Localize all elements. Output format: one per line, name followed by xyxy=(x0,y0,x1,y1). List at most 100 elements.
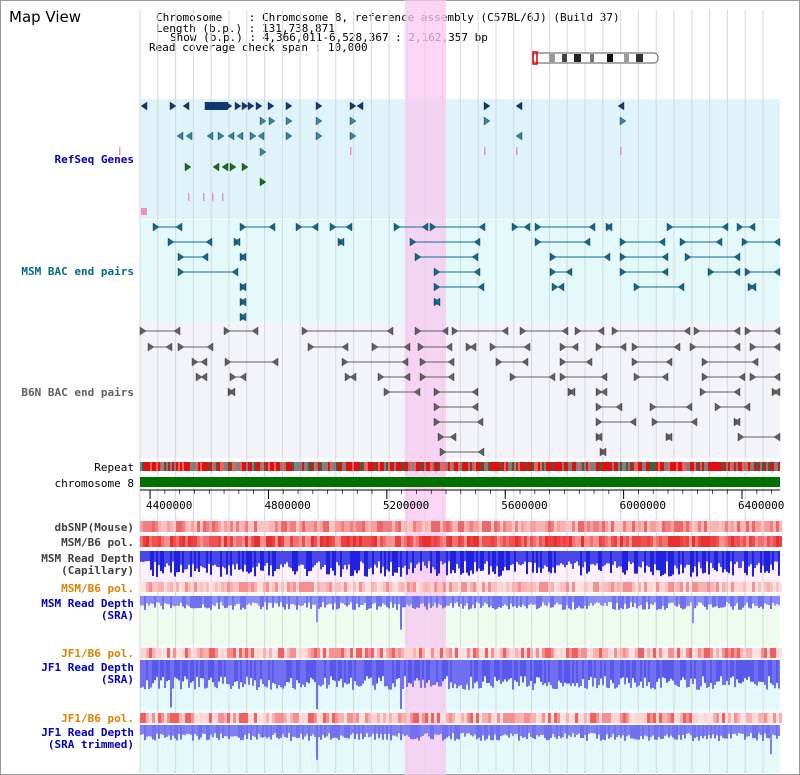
repeat-segment xyxy=(230,462,232,471)
msm-b6-pol-heat-cell xyxy=(686,536,689,547)
repeat-segment xyxy=(320,462,322,471)
msm-bac-pair-end-a xyxy=(239,222,247,232)
msm-sra-depth-bar xyxy=(372,596,374,605)
jf1-b6-pol-2-heat-cell xyxy=(320,713,323,723)
repeat-segment xyxy=(352,462,354,471)
msm-b6-pol-2-heat-cell xyxy=(716,582,719,592)
repeat-segment xyxy=(692,462,694,471)
track-label-repeat: Repeat xyxy=(94,461,134,474)
jf1-trim-depth-bar xyxy=(324,725,326,738)
jf1-sra-depth-bar xyxy=(630,660,632,688)
repeat-segment xyxy=(200,462,202,471)
msm-b6-pol-heat-cell xyxy=(734,536,737,547)
msm-capillary-depth-bar xyxy=(242,551,244,572)
msm-b6-pol-2-heat-cell xyxy=(353,582,356,592)
dbsnp-heat-cell xyxy=(707,521,710,532)
jf1-b6-pol-2-heat-cell xyxy=(524,713,527,723)
msm-b6-pol-heat-cell xyxy=(260,536,263,547)
msm-b6-pol-heat-cell xyxy=(410,536,413,547)
jf1-sra-depth-bar xyxy=(512,660,514,690)
msm-sra-depth-bar xyxy=(196,596,198,609)
dbsnp-heat-cell xyxy=(605,521,608,532)
jf1-b6-pol-2-heat-cell xyxy=(158,713,161,723)
jf1-trim-depth-bar xyxy=(582,725,584,739)
repeat-segment xyxy=(666,462,668,471)
msm-capillary-depth-bar xyxy=(740,551,742,568)
jf1-sra-depth-bar xyxy=(460,660,462,685)
jf1-trim-depth-bar xyxy=(384,725,386,734)
msm-sra-depth-bar xyxy=(306,596,308,608)
msm-capillary-depth-bar xyxy=(298,551,300,566)
dbsnp-heat-cell xyxy=(410,521,413,532)
jf1-sra-depth-bar xyxy=(710,660,712,683)
msm-sra-depth-bar xyxy=(580,596,582,609)
msm-capillary-depth-bar xyxy=(578,551,580,566)
dbsnp-heat-cell xyxy=(728,521,731,532)
msm-bac-pair-end-b xyxy=(268,222,276,232)
msm-b6-pol-2-heat-cell xyxy=(230,582,233,592)
track-label-b6n-bac[interactable]: B6N BAC end pairs xyxy=(21,386,134,399)
repeat-segment xyxy=(652,462,654,471)
msm-sra-depth-bar xyxy=(688,596,690,607)
jf1-trim-depth-bar xyxy=(174,725,176,739)
jf1-trim-depth-bar xyxy=(548,725,550,740)
jf1-trim-depth-bar xyxy=(722,725,724,738)
jf1-trim-depth-bar xyxy=(654,725,656,740)
jf1-sra-depth-bar xyxy=(746,660,748,680)
jf1-trim-depth-bar xyxy=(220,725,222,734)
b6n-bac-pair-end-b xyxy=(251,326,259,336)
msm-capillary-depth-bar xyxy=(540,551,542,573)
jf1-b6-pol-2-heat-cell xyxy=(521,713,524,723)
msm-sra-depth-bar xyxy=(684,596,686,609)
msm-capillary-depth-bar xyxy=(534,551,536,563)
b6n-bac-pair-end-a xyxy=(195,372,203,382)
b6n-bac-pair-end-b xyxy=(733,417,741,427)
jf1-b6-pol-heat-cell xyxy=(158,648,161,658)
msm-capillary-depth-bar xyxy=(342,551,344,570)
track-label-refseq[interactable]: RefSeq Genes xyxy=(54,153,134,166)
repeat-segment xyxy=(264,462,266,471)
jf1-trim-depth-bar xyxy=(304,725,306,737)
msm-b6-pol-heat-cell xyxy=(773,536,776,547)
b6n-bac-pair-end-a xyxy=(419,372,427,382)
jf1-trim-depth-bar xyxy=(268,725,270,737)
jf1-sra-depth-bar xyxy=(160,660,162,681)
repeat-segment xyxy=(732,462,734,471)
repeat-segment xyxy=(522,462,524,471)
repeat-segment xyxy=(532,462,534,471)
track-label-msm-bac[interactable]: MSM BAC end pairs xyxy=(21,265,134,278)
msm-b6-pol-2-heat-cell xyxy=(554,582,557,592)
repeat-segment xyxy=(626,462,628,471)
jf1-sra-depth-bar xyxy=(646,660,648,687)
msm-b6-pol-2-heat-cell xyxy=(557,582,560,592)
jf1-b6-pol-heat-cell xyxy=(560,648,563,658)
msm-bac-pair-end-b xyxy=(201,252,209,262)
repeat-segment xyxy=(762,462,764,471)
jf1-b6-pol-2-heat-cell xyxy=(620,713,623,723)
msm-capillary-depth-bar xyxy=(512,551,514,565)
msm-b6-pol-heat-cell xyxy=(524,536,527,547)
msm-b6-pol-2-heat-cell xyxy=(698,582,701,592)
jf1-b6-pol-heat-cell xyxy=(362,648,365,658)
jf1-trim-depth-bar xyxy=(728,725,730,734)
jf1-b6-pol-heat-cell xyxy=(572,648,575,658)
msm-b6-pol-2-heat-cell xyxy=(440,582,443,592)
dbsnp-heat-cell xyxy=(143,521,146,532)
msm-sra-depth-bar xyxy=(188,596,190,607)
jf1-trim-depth-bar xyxy=(476,725,478,740)
msm-sra-depth-bar xyxy=(574,596,576,610)
msm-sra-depth-bar xyxy=(400,596,402,630)
msm-sra-depth-bar xyxy=(320,596,322,608)
jf1-b6-pol-2-heat-cell xyxy=(191,713,194,723)
dbsnp-heat-cell xyxy=(647,521,650,532)
msm-sra-depth-bar xyxy=(194,596,196,609)
jf1-b6-pol-heat-cell xyxy=(740,648,743,658)
b6n-bac-pair-end-b xyxy=(548,372,556,382)
msm-b6-pol-2-heat-cell xyxy=(569,582,572,592)
msm-capillary-depth-bar xyxy=(468,551,470,576)
repeat-segment xyxy=(310,462,312,471)
repeat-segment xyxy=(398,462,400,471)
msm-b6-pol-2-heat-cell xyxy=(146,582,149,592)
jf1-b6-pol-2-heat-cell xyxy=(776,713,779,723)
